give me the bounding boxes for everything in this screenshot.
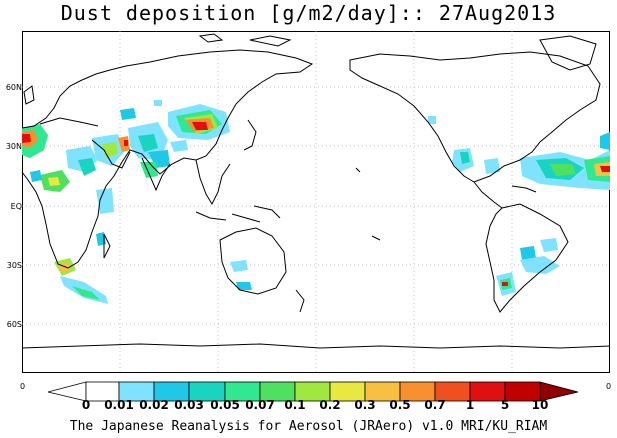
colorbar-label: 10 [531,398,549,412]
colorbar-label: 0.03 [174,398,204,412]
map-right-edge-label: 0 [606,382,612,391]
colorbar-label: 0.3 [354,398,376,412]
colorbar-label: 0.02 [139,398,169,412]
colorbar-segment-11 [469,381,506,402]
lat-label-60s: 60S [6,320,22,329]
colorbar-label: 0.7 [424,398,446,412]
colorbar-label: 0.05 [210,398,240,412]
colorbar [47,381,579,402]
lat-label-eq: EQ [10,202,22,211]
colorbar-label: 0.07 [245,398,275,412]
colorbar-label: 0.1 [284,398,306,412]
colorbar-label: 0.01 [104,398,134,412]
colorbar-label: 0 [81,398,91,412]
colorbar-label: 1 [465,398,475,412]
colorbar-label: 5 [500,398,510,412]
colorbar-label: 0.5 [389,398,411,412]
footer-credit: The Japanese Reanalysis for Aerosol (JRA… [69,419,548,434]
map-gridlines [22,31,610,373]
dust-deposition-field [22,100,610,304]
lat-label-30s: 30S [6,261,22,270]
map-left-edge-label: 0 [20,382,26,391]
lat-label-30n: 30N [5,142,22,151]
colorbar-lower-arrow [47,381,87,402]
colorbar-label: 0.2 [319,398,341,412]
page-title: Dust deposition [g/m2/day]:: 27Aug2013 [60,1,557,25]
coastlines [21,33,611,349]
colorbar-upper-arrow [539,381,579,402]
lat-label-60n: 60N [5,83,22,92]
